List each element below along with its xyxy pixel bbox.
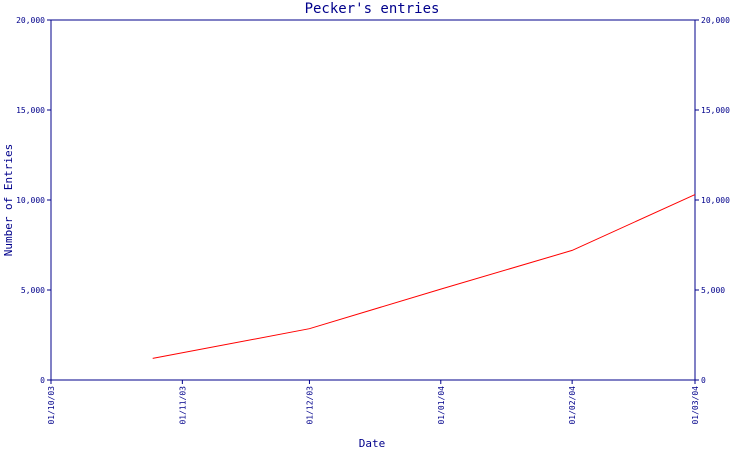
y-axis-right: 0 5,000 10,000 15,000 20,000	[695, 16, 730, 385]
y-tick-label-right: 20,000	[701, 16, 730, 25]
x-axis: 01/10/03 01/11/03 01/12/03 01/01/04 01/02/04…	[47, 380, 700, 425]
x-tick-label: 01/03/04	[691, 386, 700, 425]
series-layer	[152, 194, 696, 359]
y-tick-label: 15,000	[16, 106, 45, 115]
x-tick-label: 01/01/04	[437, 386, 446, 425]
y-tick-label-right: 5,000	[701, 286, 725, 295]
x-tick-label: 01/10/03	[47, 386, 56, 425]
series-line	[152, 194, 696, 359]
y-tick-label: 20,000	[16, 16, 45, 25]
y-tick-label: 10,000	[16, 196, 45, 205]
y-tick-label-right: 15,000	[701, 106, 730, 115]
x-tick-label: 01/02/04	[568, 386, 577, 425]
plot-frame	[50, 19, 696, 381]
y-axis-left: 0 5,000 10,000 15,000 20,000	[16, 16, 51, 385]
x-axis-title: Date	[359, 437, 386, 450]
y-tick-label: 5,000	[21, 286, 45, 295]
y-tick-label: 0	[40, 376, 45, 385]
chart-title: Pecker's entries	[305, 1, 440, 17]
y-axis-title: Number of Entries	[2, 144, 15, 257]
y-tick-label-right: 10,000	[701, 196, 730, 205]
x-tick-label: 01/11/03	[178, 386, 187, 425]
y-tick-label-right: 0	[701, 376, 706, 385]
x-tick-label: 01/12/03	[305, 386, 314, 425]
